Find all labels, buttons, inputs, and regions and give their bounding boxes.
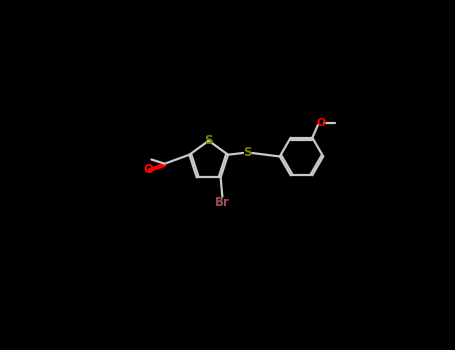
Text: O: O <box>143 163 153 176</box>
Text: O: O <box>316 118 325 128</box>
Text: S: S <box>204 134 213 147</box>
Text: Br: Br <box>215 196 230 209</box>
Text: S: S <box>243 147 252 160</box>
